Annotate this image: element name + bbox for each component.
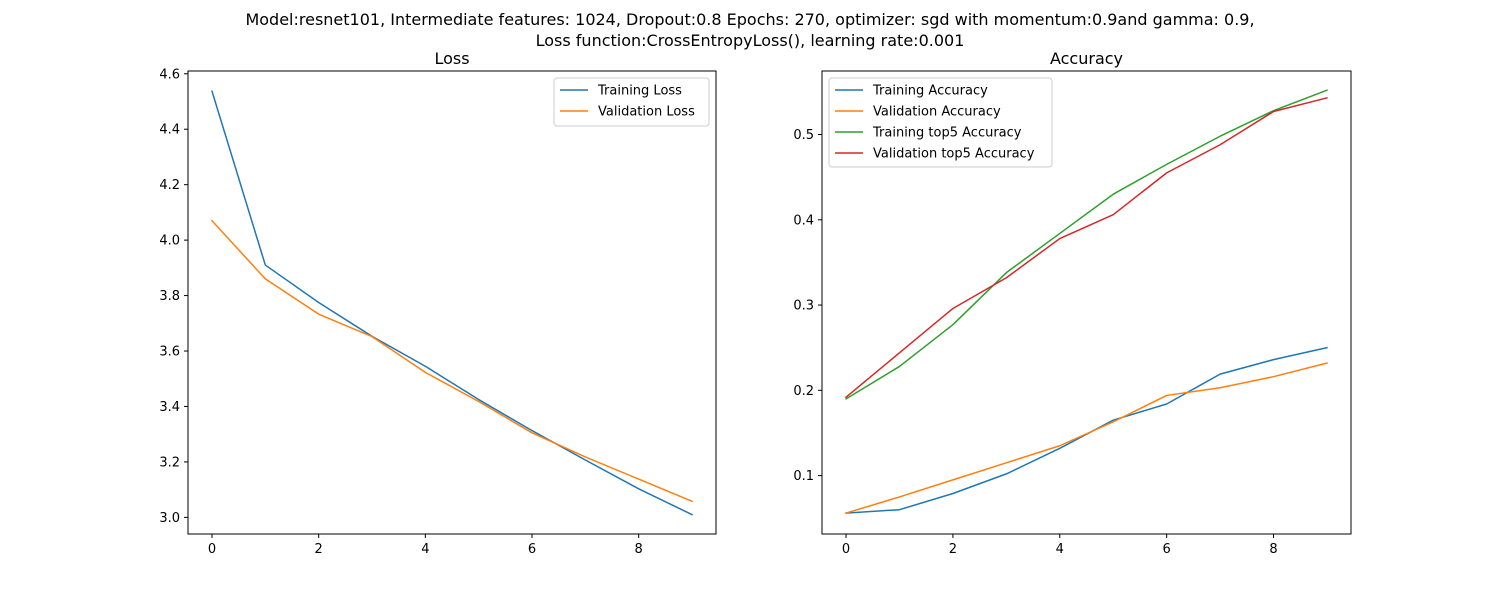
loss-y-tick-label: 4.6 — [159, 67, 180, 82]
accuracy-legend-box — [828, 77, 1053, 168]
accuracy-series-validation-top5-accuracy — [844, 96, 1328, 399]
loss-y-tick-label: 4.0 — [159, 234, 180, 249]
accuracy-legend-label: Validation top5 Accuracy — [873, 147, 1035, 162]
accuracy-series-training-accuracy — [845, 346, 1328, 514]
loss-legend: Training Loss Validation Loss — [553, 77, 710, 127]
accuracy-axes-frame — [821, 70, 1352, 535]
loss-y-tick-label: 4.4 — [159, 123, 180, 138]
accuracy-y-tick-label: 0.1 — [793, 469, 814, 484]
accuracy-x-tick-label: 2 — [949, 542, 957, 557]
loss-y-tick-label: 4.2 — [159, 178, 180, 193]
loss-legend-box — [553, 77, 710, 127]
loss-x-tick-label: 2 — [315, 542, 323, 557]
loss-legend-label: Training Loss — [597, 84, 682, 99]
loss-y-tick-label: 3.4 — [159, 400, 180, 415]
loss-y-tick-label: 3.0 — [159, 511, 180, 526]
accuracy-series-validation-accuracy — [845, 362, 1328, 515]
accuracy-x-tick-label: 6 — [1163, 542, 1171, 557]
accuracy-chart-title: Accuracy — [1050, 49, 1123, 68]
loss-y-tick-label: 3.2 — [159, 455, 180, 470]
loss-x-tick-label: 4 — [421, 542, 429, 557]
accuracy-y-tick-label: 0.3 — [793, 299, 814, 314]
loss-series-training-loss — [211, 90, 694, 516]
accuracy-y-tick-label: 0.4 — [793, 213, 814, 228]
accuracy-legend-label: Training Accuracy — [872, 84, 988, 99]
accuracy-x-tick-label: 4 — [1056, 542, 1064, 557]
accuracy-x-tick-label: 8 — [1269, 542, 1277, 557]
loss-x-tick-label: 0 — [208, 542, 216, 557]
loss-series-validation-loss — [210, 219, 693, 503]
accuracy-legend-label: Validation Accuracy — [873, 105, 1001, 120]
accuracy-y-tick-label: 0.2 — [793, 384, 814, 399]
loss-legend-label: Validation Loss — [598, 105, 695, 120]
loss-x-tick-label: 8 — [635, 542, 643, 557]
loss-chart: Loss 0 2 4 6 8 3.0 3.2 3.4 3.6 3.8 4.0 4.2 4.4 4.6 Trai… — [159, 49, 717, 557]
accuracy-y-tick-label: 0.5 — [793, 128, 814, 143]
loss-chart-title: Loss — [434, 49, 469, 68]
loss-y-tick-label: 3.6 — [159, 345, 180, 360]
accuracy-chart: Accuracy 0 2 4 6 8 0.1 0.2 0.3 0.4 0.5 Training Acc… — [793, 49, 1352, 557]
loss-x-tick-label: 6 — [528, 542, 536, 557]
accuracy-legend-label: Training top5 Accuracy — [872, 126, 1022, 141]
figure-title-line-2: Loss function:CrossEntropyLoss(), learni… — [535, 31, 965, 50]
accuracy-legend: Training Accuracy Validation Accuracy Trai… — [828, 77, 1053, 168]
accuracy-series-training-top5-accuracy — [845, 89, 1328, 400]
figure-title-line-1: Model:resnet101, Intermediate features: … — [245, 10, 1255, 29]
loss-y-tick-label: 3.8 — [159, 289, 180, 304]
loss-axes-frame — [187, 70, 717, 535]
accuracy-x-tick-label: 0 — [842, 542, 850, 557]
